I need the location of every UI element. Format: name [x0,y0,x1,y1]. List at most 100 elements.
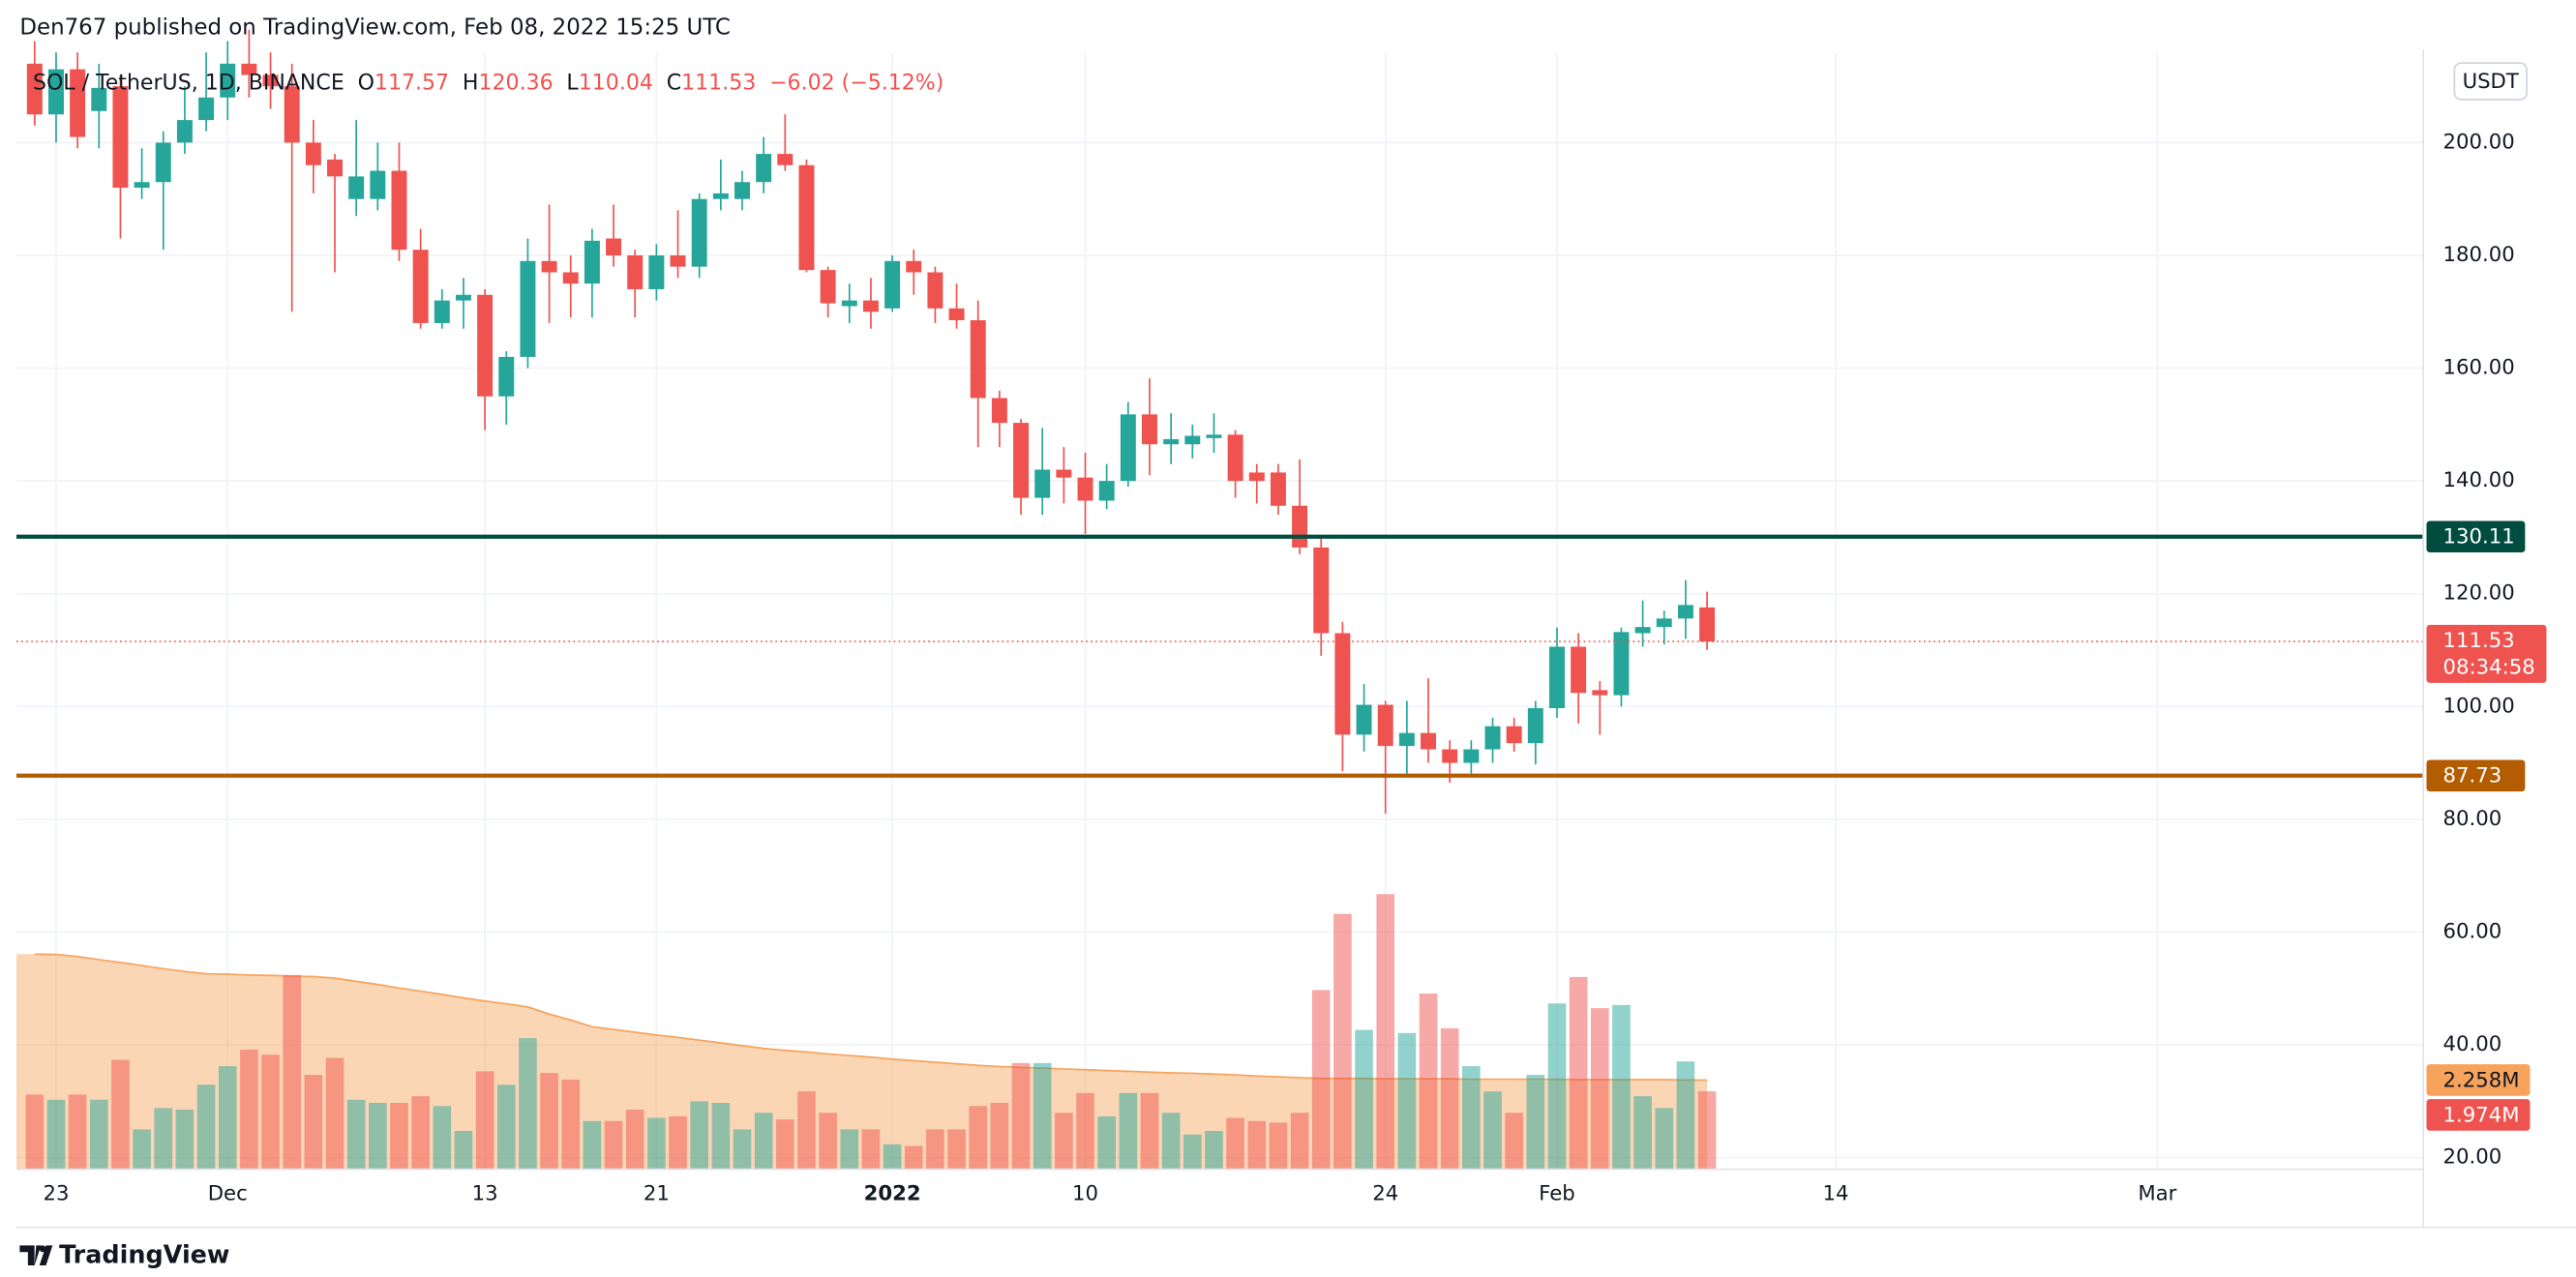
candle-body [284,86,300,143]
volume-bar [496,1084,516,1170]
volume-bar [519,1038,537,1170]
volume-ma-label-box [2426,1064,2531,1096]
symbol: SOL / TetherUS, 1D, BINANCE [33,70,344,95]
volume-bar [68,1094,87,1170]
volume-bar [1011,1062,1031,1170]
level-label: 87.73 [2442,764,2501,788]
volume-bar [1119,1092,1138,1170]
x-tick-label: Mar [2138,1181,2176,1205]
candle-body [906,260,922,273]
candle-body [1613,632,1630,696]
y-tick-label: 40.00 [2442,1032,2501,1056]
candle-body [734,182,750,199]
candle-body [562,272,579,284]
x-tick-label: Dec [208,1181,248,1205]
volume-bar [346,1099,366,1170]
volume-bar [1655,1108,1674,1170]
candle-body [241,63,257,75]
candle-body [884,260,901,309]
volume-bar [926,1129,944,1170]
y-tick-label: 160.00 [2442,355,2514,379]
x-tick-label: Feb [1539,1181,1575,1205]
candle-body [434,300,450,323]
candle-body [798,164,815,271]
volume-bar [1055,1113,1073,1170]
candle-body [648,254,665,289]
candle-body [1227,434,1243,482]
candle-body [1571,646,1587,694]
candle-body [70,69,86,137]
candle-body [777,154,794,165]
volume-bar [218,1066,237,1170]
candle-body [1142,414,1157,445]
x-tick-label: 13 [472,1181,498,1205]
tradingview-logo [19,1245,53,1265]
candle-body [1699,607,1716,642]
candle-body [455,294,471,301]
candle-body [112,86,129,189]
logo-mark [19,1245,42,1265]
volume-bar [1505,1113,1523,1170]
x-tick-label: 14 [1823,1181,1849,1205]
volume-bar [325,1057,344,1170]
volume-bar [46,1099,66,1170]
volume-bar [776,1119,794,1170]
candle-body [262,74,279,87]
volume-label: 1.974M [2442,1103,2519,1127]
volume-bar [904,1145,923,1170]
y-tick-label: 80.00 [2442,807,2501,831]
candle-body [477,294,494,397]
volume-bar [625,1109,644,1170]
candle-body [305,142,321,165]
volume-bar [240,1049,258,1170]
volume-bar [669,1115,687,1170]
candle-body [26,63,43,115]
candle-body [1334,633,1351,735]
legend-change: −6.02 (−5.12%) [769,70,944,95]
candle-body [348,176,365,199]
currency-label[interactable]: USDT [2463,70,2520,94]
legend-label: H [463,70,479,95]
volume-bar [883,1143,902,1170]
volume-bar [969,1106,988,1170]
volume-bar [754,1113,773,1170]
currency-button[interactable] [2453,62,2528,101]
volume-bar [390,1103,408,1170]
volume-bar [304,1075,323,1170]
candle-body [1442,749,1458,763]
volume-bar [711,1103,731,1170]
candle-body [1527,708,1543,744]
candle-body [606,238,622,255]
candle-body [520,260,536,357]
candle-body [1377,704,1393,747]
candle-body [1356,704,1372,735]
volume-pane [15,894,1717,1170]
volume-bar [1311,990,1331,1170]
candles [26,29,1716,815]
footer-brand: TradingView [59,1240,229,1269]
volume-bar [990,1103,1009,1170]
volume-bar [861,1129,881,1170]
candle-body [391,170,407,251]
volume-bar [1569,976,1588,1170]
volume-bar [733,1129,752,1170]
candle-body [134,182,150,189]
candle-body [198,97,215,121]
volume-bar [1612,1004,1631,1170]
volume-bar [561,1079,581,1170]
volume-bar [819,1113,837,1170]
candle-body [412,250,429,323]
candle-body [1163,439,1180,445]
candle-body [1034,469,1051,498]
candle-body [948,308,965,321]
candle-body [1013,423,1030,498]
candle-body [991,398,1007,424]
volume-bar [840,1129,859,1170]
y-tick-label: 140.00 [2442,468,2514,492]
candle-body [691,198,707,267]
candle-body [155,142,171,183]
volume-label-box [2426,1099,2531,1131]
